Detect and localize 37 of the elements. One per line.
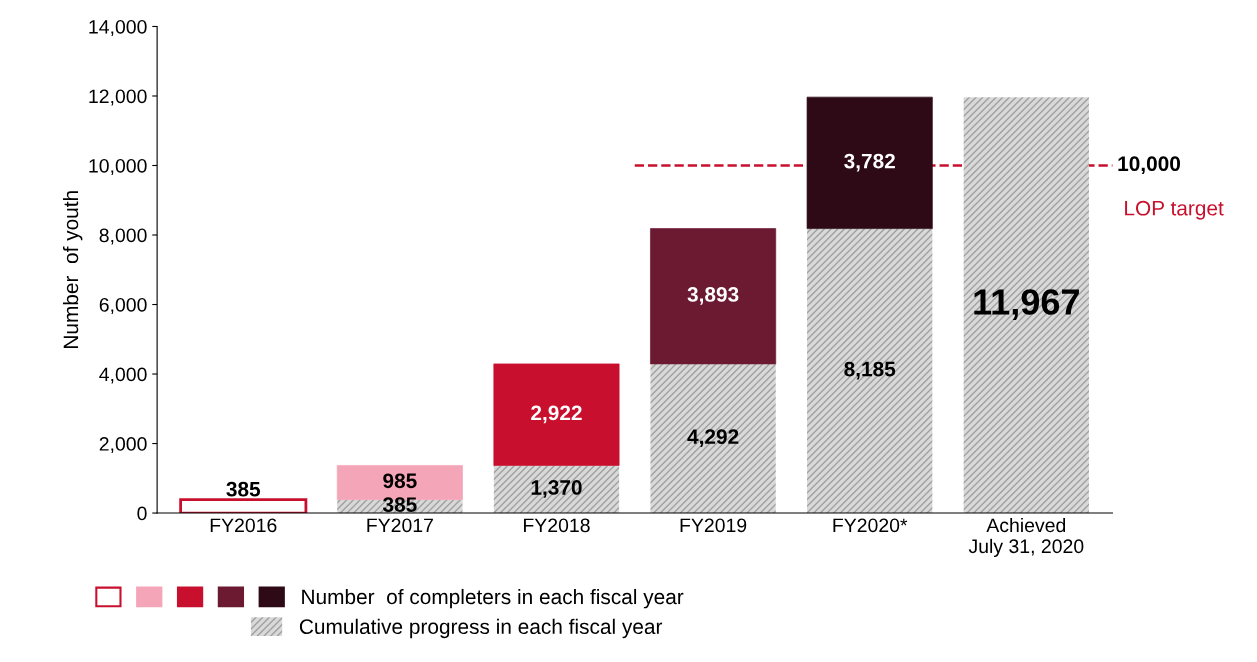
y-tick-label: 2,000: [99, 437, 147, 454]
x-tick-label: FY2018: [524, 518, 590, 533]
bar: [493, 465, 620, 514]
data-label: 385: [382, 497, 417, 512]
bar: [650, 228, 777, 365]
y-tick-label: 10,000: [89, 158, 147, 176]
ref-line-label: 10,000: [1118, 156, 1181, 175]
text: LOP target: [1125, 200, 1224, 220]
data-label: 985: [383, 473, 417, 489]
x-tick-label: FY2020*: [833, 518, 908, 533]
bar: [963, 97, 1089, 514]
data-label: 8,185: [844, 361, 896, 380]
bar: [650, 363, 776, 514]
legend-label: Number of completers in each fiscal year: [302, 588, 684, 609]
y-tick-label: 12,000: [89, 89, 147, 106]
data-label: 1,370: [531, 480, 582, 498]
bar: [807, 228, 933, 514]
legend-label: Cumulative progress in each fiscal year: [299, 618, 663, 639]
y-axis-title: Number of youth: [62, 191, 83, 348]
bar: [493, 363, 620, 466]
y-tick-label: 8,000: [99, 228, 147, 245]
y-tick-label: 4,000: [99, 367, 147, 384]
bar: [806, 96, 933, 229]
bar: [179, 498, 308, 514]
x-tick-label: Achieved July 31, 2020: [968, 517, 1084, 557]
x-tick-label: FY2019: [680, 518, 747, 533]
data-label: 385: [226, 481, 261, 497]
data-label: 11,967: [974, 289, 1079, 321]
y-tick-label: 14,000: [89, 19, 147, 37]
y-tick-label: 0: [137, 506, 147, 521]
data-label: 2,922: [531, 405, 582, 424]
data-label: 3,782: [844, 153, 895, 172]
y-tick-label: 6,000: [99, 297, 147, 315]
data-label: 3,893: [687, 287, 739, 305]
data-label: 4,292: [687, 429, 739, 448]
x-tick-label: FY2017: [367, 518, 433, 533]
x-tick-label: FY2016: [210, 518, 277, 533]
